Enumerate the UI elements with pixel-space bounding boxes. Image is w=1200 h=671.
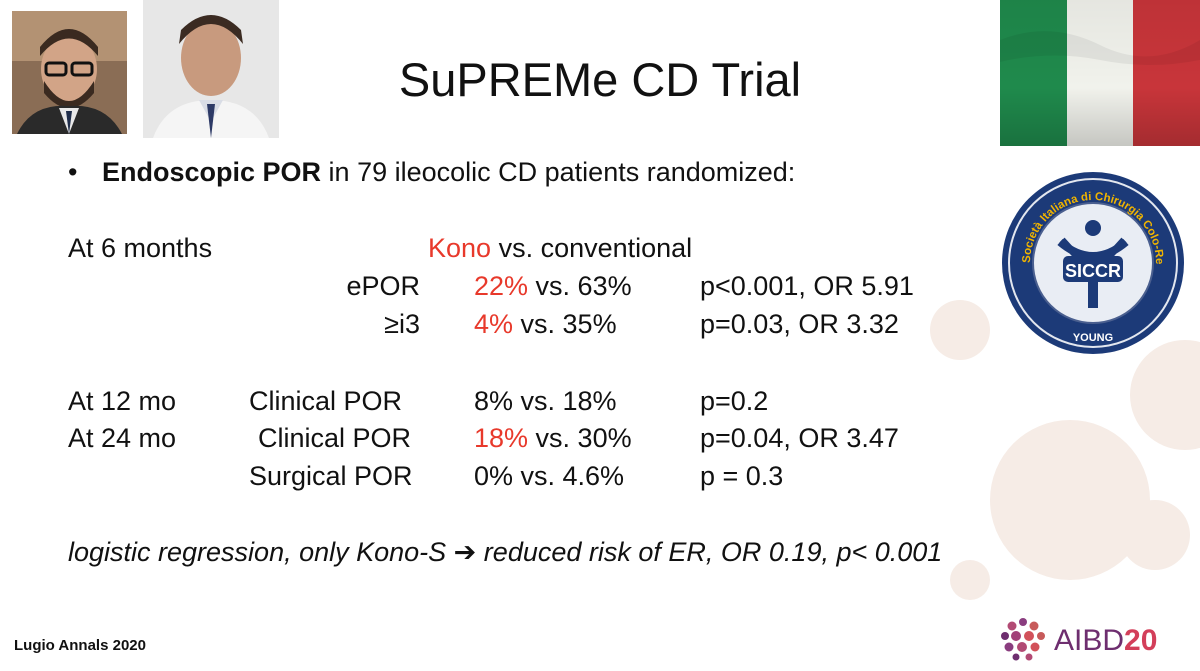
bullet-marker: • — [68, 157, 78, 187]
outcome-value-red: 18% — [474, 423, 529, 453]
row-value-epor: 22% vs. 63% — [474, 273, 632, 300]
background-decoration — [990, 420, 1150, 580]
outcome-label-surgical: Surgical POR — [249, 461, 413, 491]
row-label-i3: ≥i3 — [384, 309, 420, 339]
row-stat-epor: p<0.001, OR 5.91 — [700, 271, 914, 301]
outcome-label-clinical-12: Clinical POR — [249, 386, 403, 416]
six-months-label: At 6 months — [68, 233, 213, 263]
bullet-point: • Endoscopic POR in 79 ileocolic CD patie… — [68, 157, 795, 188]
citation: Lugio Annals 2020 — [14, 637, 146, 654]
background-decoration — [1120, 500, 1190, 570]
outcome-value-rest: 8% vs. 18% — [474, 386, 617, 416]
aibd-logo: AIBD20 — [996, 614, 1196, 662]
siccr-center-text: SICCR — [1065, 261, 1121, 281]
row-value-red: 4% — [474, 309, 514, 339]
aibd-logo-text: AIBD20 — [1054, 624, 1157, 658]
background-decoration — [930, 300, 990, 360]
row-value-rest: vs. 35% — [513, 309, 617, 339]
siccr-bottom-text: YOUNG — [1073, 332, 1113, 344]
outcome-stat-clinical-24: p=0.04, OR 3.47 — [700, 423, 899, 453]
slide-title: SuPREMe CD Trial — [398, 53, 802, 106]
background-decoration — [950, 560, 990, 600]
time-label-24mo: At 24 mo — [68, 423, 177, 453]
speaker-photo-1 — [12, 11, 127, 134]
outcome-stat-clinical-12: p=0.2 — [700, 386, 769, 416]
italian-flag-icon — [1000, 0, 1200, 146]
outcome-value-rest: vs. 30% — [528, 423, 632, 453]
bullet-text: in 79 ileocolic CD patients randomized: — [321, 157, 796, 187]
aibd-dots-icon — [1001, 618, 1045, 661]
outcome-value-clinical-12: 8% vs. 18% — [474, 388, 617, 415]
speaker-photo-2 — [143, 0, 279, 138]
background-decoration — [1130, 340, 1200, 450]
row-value-rest: vs. 63% — [528, 271, 632, 301]
outcome-label-clinical-24: Clinical POR — [258, 423, 412, 453]
bullet-bold-text: Endoscopic POR — [102, 157, 322, 187]
aibd-name: AIBD — [1054, 624, 1125, 657]
row-value-red: 22% — [474, 271, 529, 301]
aibd-number: 20 — [1124, 624, 1158, 657]
outcome-value-surgical: 0% vs. 4.6% — [474, 463, 624, 490]
row-label-epor: ePOR — [346, 271, 420, 301]
comparison-header-rest: vs. conventional — [491, 233, 693, 263]
time-label-12mo: At 12 mo — [68, 386, 177, 416]
comparison-header: Kono vs. conventional — [428, 235, 692, 262]
comparison-header-kono: Kono — [428, 233, 492, 263]
regression-note: logistic regression, only Kono-S ➔ reduc… — [68, 537, 943, 567]
outcome-value-rest: 0% vs. 4.6% — [474, 461, 625, 491]
outcome-value-clinical-24: 18% vs. 30% — [474, 425, 632, 452]
row-value-i3: 4% vs. 35% — [474, 311, 617, 338]
row-stat-i3: p=0.03, OR 3.32 — [700, 309, 899, 339]
siccr-young-logo: Società Italiana di Chirurgia Colo-Retta… — [997, 161, 1186, 356]
outcome-stat-surgical: p = 0.3 — [700, 461, 784, 491]
